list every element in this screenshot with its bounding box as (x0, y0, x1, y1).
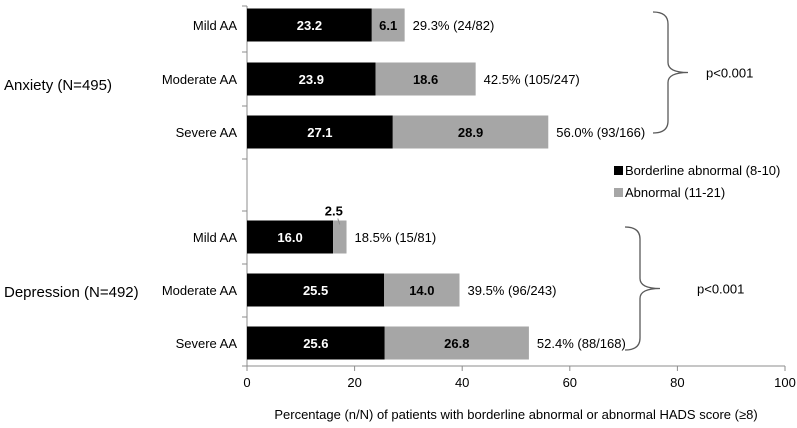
data-label-borderline: 16.0 (277, 230, 302, 245)
p-value-label: p<0.001 (697, 282, 744, 297)
bar-abnormal (333, 220, 347, 254)
bracket (624, 226, 661, 351)
bar-abnormal (371, 8, 405, 42)
legend-label: Borderline abnormal (8-10) (625, 163, 780, 178)
bar-borderline (247, 8, 372, 42)
x-tick-label: 80 (670, 375, 684, 390)
data-label-abnormal: 6.1 (379, 18, 397, 33)
data-label-borderline: 25.5 (303, 283, 328, 298)
bar-borderline (247, 273, 385, 307)
data-label-abnormal: 2.5 (325, 204, 343, 219)
data-label-borderline: 25.6 (303, 336, 328, 351)
total-label: 42.5% (105/247) (484, 72, 580, 87)
x-axis-title: Percentage (n/N) of patients with border… (274, 407, 757, 422)
data-label-borderline: 23.9 (299, 72, 324, 87)
category-label: Moderate AA (162, 72, 237, 87)
bar-borderline (247, 115, 393, 149)
total-label: 52.4% (88/168) (537, 336, 626, 351)
x-tick-label: 40 (455, 375, 469, 390)
x-tick-label: 0 (243, 375, 250, 390)
data-label-borderline: 27.1 (307, 125, 332, 140)
bar-abnormal (384, 273, 460, 307)
bar-abnormal (384, 326, 529, 360)
bracket (652, 11, 689, 134)
group-label: Depression (N=492) (4, 284, 139, 301)
data-label-abnormal: 14.0 (409, 283, 434, 298)
category-label: Severe AA (176, 125, 238, 140)
data-label-abnormal: 26.8 (444, 336, 469, 351)
brackets-layer: p<0.001 p<0.001 (624, 11, 753, 351)
category-label: Moderate AA (162, 283, 237, 298)
category-label: Severe AA (176, 336, 238, 351)
legend-label: Abnormal (11-21) (625, 185, 725, 200)
bar-borderline (247, 326, 385, 360)
x-tick-label: 100 (774, 375, 796, 390)
category-label: Mild AA (193, 18, 237, 33)
legend: Borderline abnormal (8-10) Abnormal (11-2… (614, 163, 780, 200)
total-label: 18.5% (15/81) (355, 230, 437, 245)
bar-abnormal (375, 62, 476, 96)
category-label: Mild AA (193, 230, 237, 245)
bar-borderline (247, 62, 376, 96)
axis-layer: 0 20 40 60 80 100 Percentage (n/N) of patients… (242, 5, 796, 422)
total-label: 56.0% (93/166) (556, 125, 645, 140)
legend-swatch (614, 166, 623, 175)
legend-swatch (614, 188, 623, 197)
p-value-label: p<0.001 (706, 66, 753, 81)
labels-layer: Anxiety (N=495) Mild AA 23.2 6.1 29.3% (24/8… (4, 18, 645, 351)
total-label: 29.3% (24/82) (413, 18, 495, 33)
group-label: Anxiety (N=495) (4, 77, 112, 94)
data-label-leader (337, 218, 341, 225)
x-tick-label: 60 (563, 375, 577, 390)
bar-borderline (247, 220, 334, 254)
bars-layer (247, 8, 549, 360)
data-label-abnormal: 18.6 (413, 72, 438, 87)
data-label-abnormal: 28.9 (458, 125, 483, 140)
bar-abnormal (392, 115, 549, 149)
data-label-borderline: 23.2 (297, 18, 322, 33)
total-label: 39.5% (96/243) (468, 283, 557, 298)
x-tick-label: 20 (347, 375, 361, 390)
